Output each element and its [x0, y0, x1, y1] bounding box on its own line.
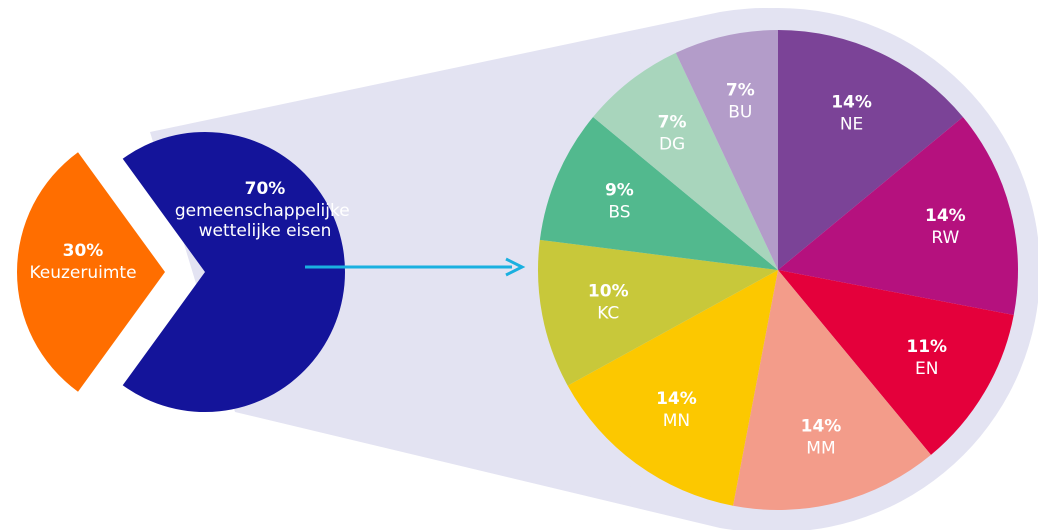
category-line: gemeenschappelijke [175, 201, 355, 221]
arrow-head [505, 257, 526, 277]
value-label: 11% [906, 337, 947, 357]
category-label: RW [931, 228, 959, 248]
pie-slice [778, 30, 963, 270]
category-label: EN [915, 359, 938, 379]
category-label: BU [728, 102, 752, 122]
category-label: KC [597, 303, 619, 323]
pie-slice [675, 30, 778, 270]
pie-slice [733, 270, 931, 511]
labels: 30%Keuzeruimte 70%gemeenschappelijke wett… [29, 80, 965, 458]
pie-slice [567, 270, 778, 506]
category-label: Keuzeruimte [29, 263, 136, 283]
pie-slice [778, 117, 1018, 315]
value-label: 7% [658, 112, 687, 132]
category-label: gemeenschappelijke wettelijke eisen [175, 201, 355, 241]
value-label: 9% [605, 180, 634, 200]
value-label: 7% [726, 80, 755, 100]
pies [16, 30, 1018, 511]
value-label: 14% [656, 389, 697, 409]
category-label: DG [659, 134, 685, 154]
pie-slice [778, 270, 1014, 455]
pie-slice [539, 117, 778, 270]
pie-slice [122, 132, 345, 413]
category-label: MN [663, 411, 690, 431]
category-line: wettelijke eisen [199, 221, 332, 241]
value-label: 14% [925, 206, 966, 226]
pie-slice [593, 52, 778, 270]
category-label: NE [840, 115, 863, 135]
category-label: BS [608, 202, 630, 222]
value-label: 14% [801, 416, 842, 436]
category-label: MM [806, 438, 835, 458]
value-label: 30% [63, 241, 104, 261]
pie-slice [538, 239, 778, 386]
pie-slice [16, 152, 166, 392]
value-label: 14% [831, 93, 872, 113]
value-label: 70% [245, 179, 286, 199]
value-label: 10% [588, 281, 629, 301]
